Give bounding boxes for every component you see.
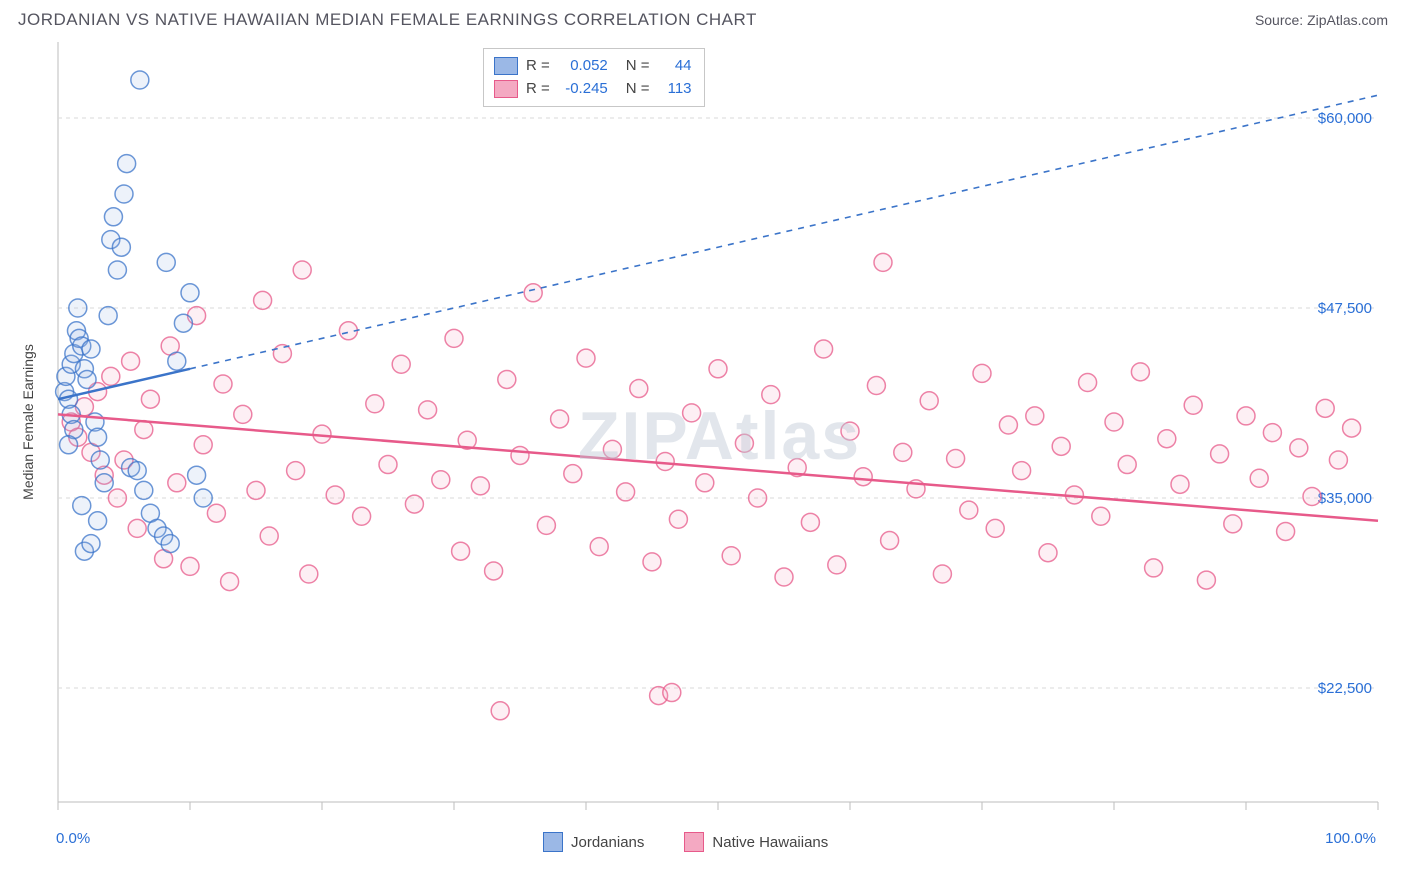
chart-area: Median Female Earnings $22,500 $35,000 $47…	[18, 42, 1388, 852]
legend-label: Jordanians	[571, 834, 644, 851]
source-label: Source: ZipAtlas.com	[1255, 12, 1388, 28]
legend-item-jordanians: Jordanians	[543, 832, 644, 852]
x-axis-start: 0.0%	[56, 830, 90, 847]
y-axis-label: Median Female Earnings	[20, 344, 36, 500]
scatter-plot: $22,500 $35,000 $47,500 $60,000	[18, 42, 1388, 852]
swatch-icon	[543, 832, 563, 852]
svg-text:$47,500: $47,500	[1318, 300, 1372, 317]
svg-text:$35,000: $35,000	[1318, 490, 1372, 507]
chart-title: JORDANIAN VS NATIVE HAWAIIAN MEDIAN FEMA…	[18, 10, 757, 30]
legend-item-native-hawaiians: Native Hawaiians	[684, 832, 828, 852]
svg-text:$60,000: $60,000	[1318, 110, 1372, 127]
swatch-icon	[684, 832, 704, 852]
x-axis-end: 100.0%	[1325, 830, 1376, 847]
svg-text:$22,500: $22,500	[1318, 680, 1372, 697]
correlation-legend: R =0.052N =44R =-0.245N =113	[483, 48, 705, 107]
series-legend: Jordanians Native Hawaiians	[543, 832, 828, 852]
legend-label: Native Hawaiians	[712, 834, 828, 851]
